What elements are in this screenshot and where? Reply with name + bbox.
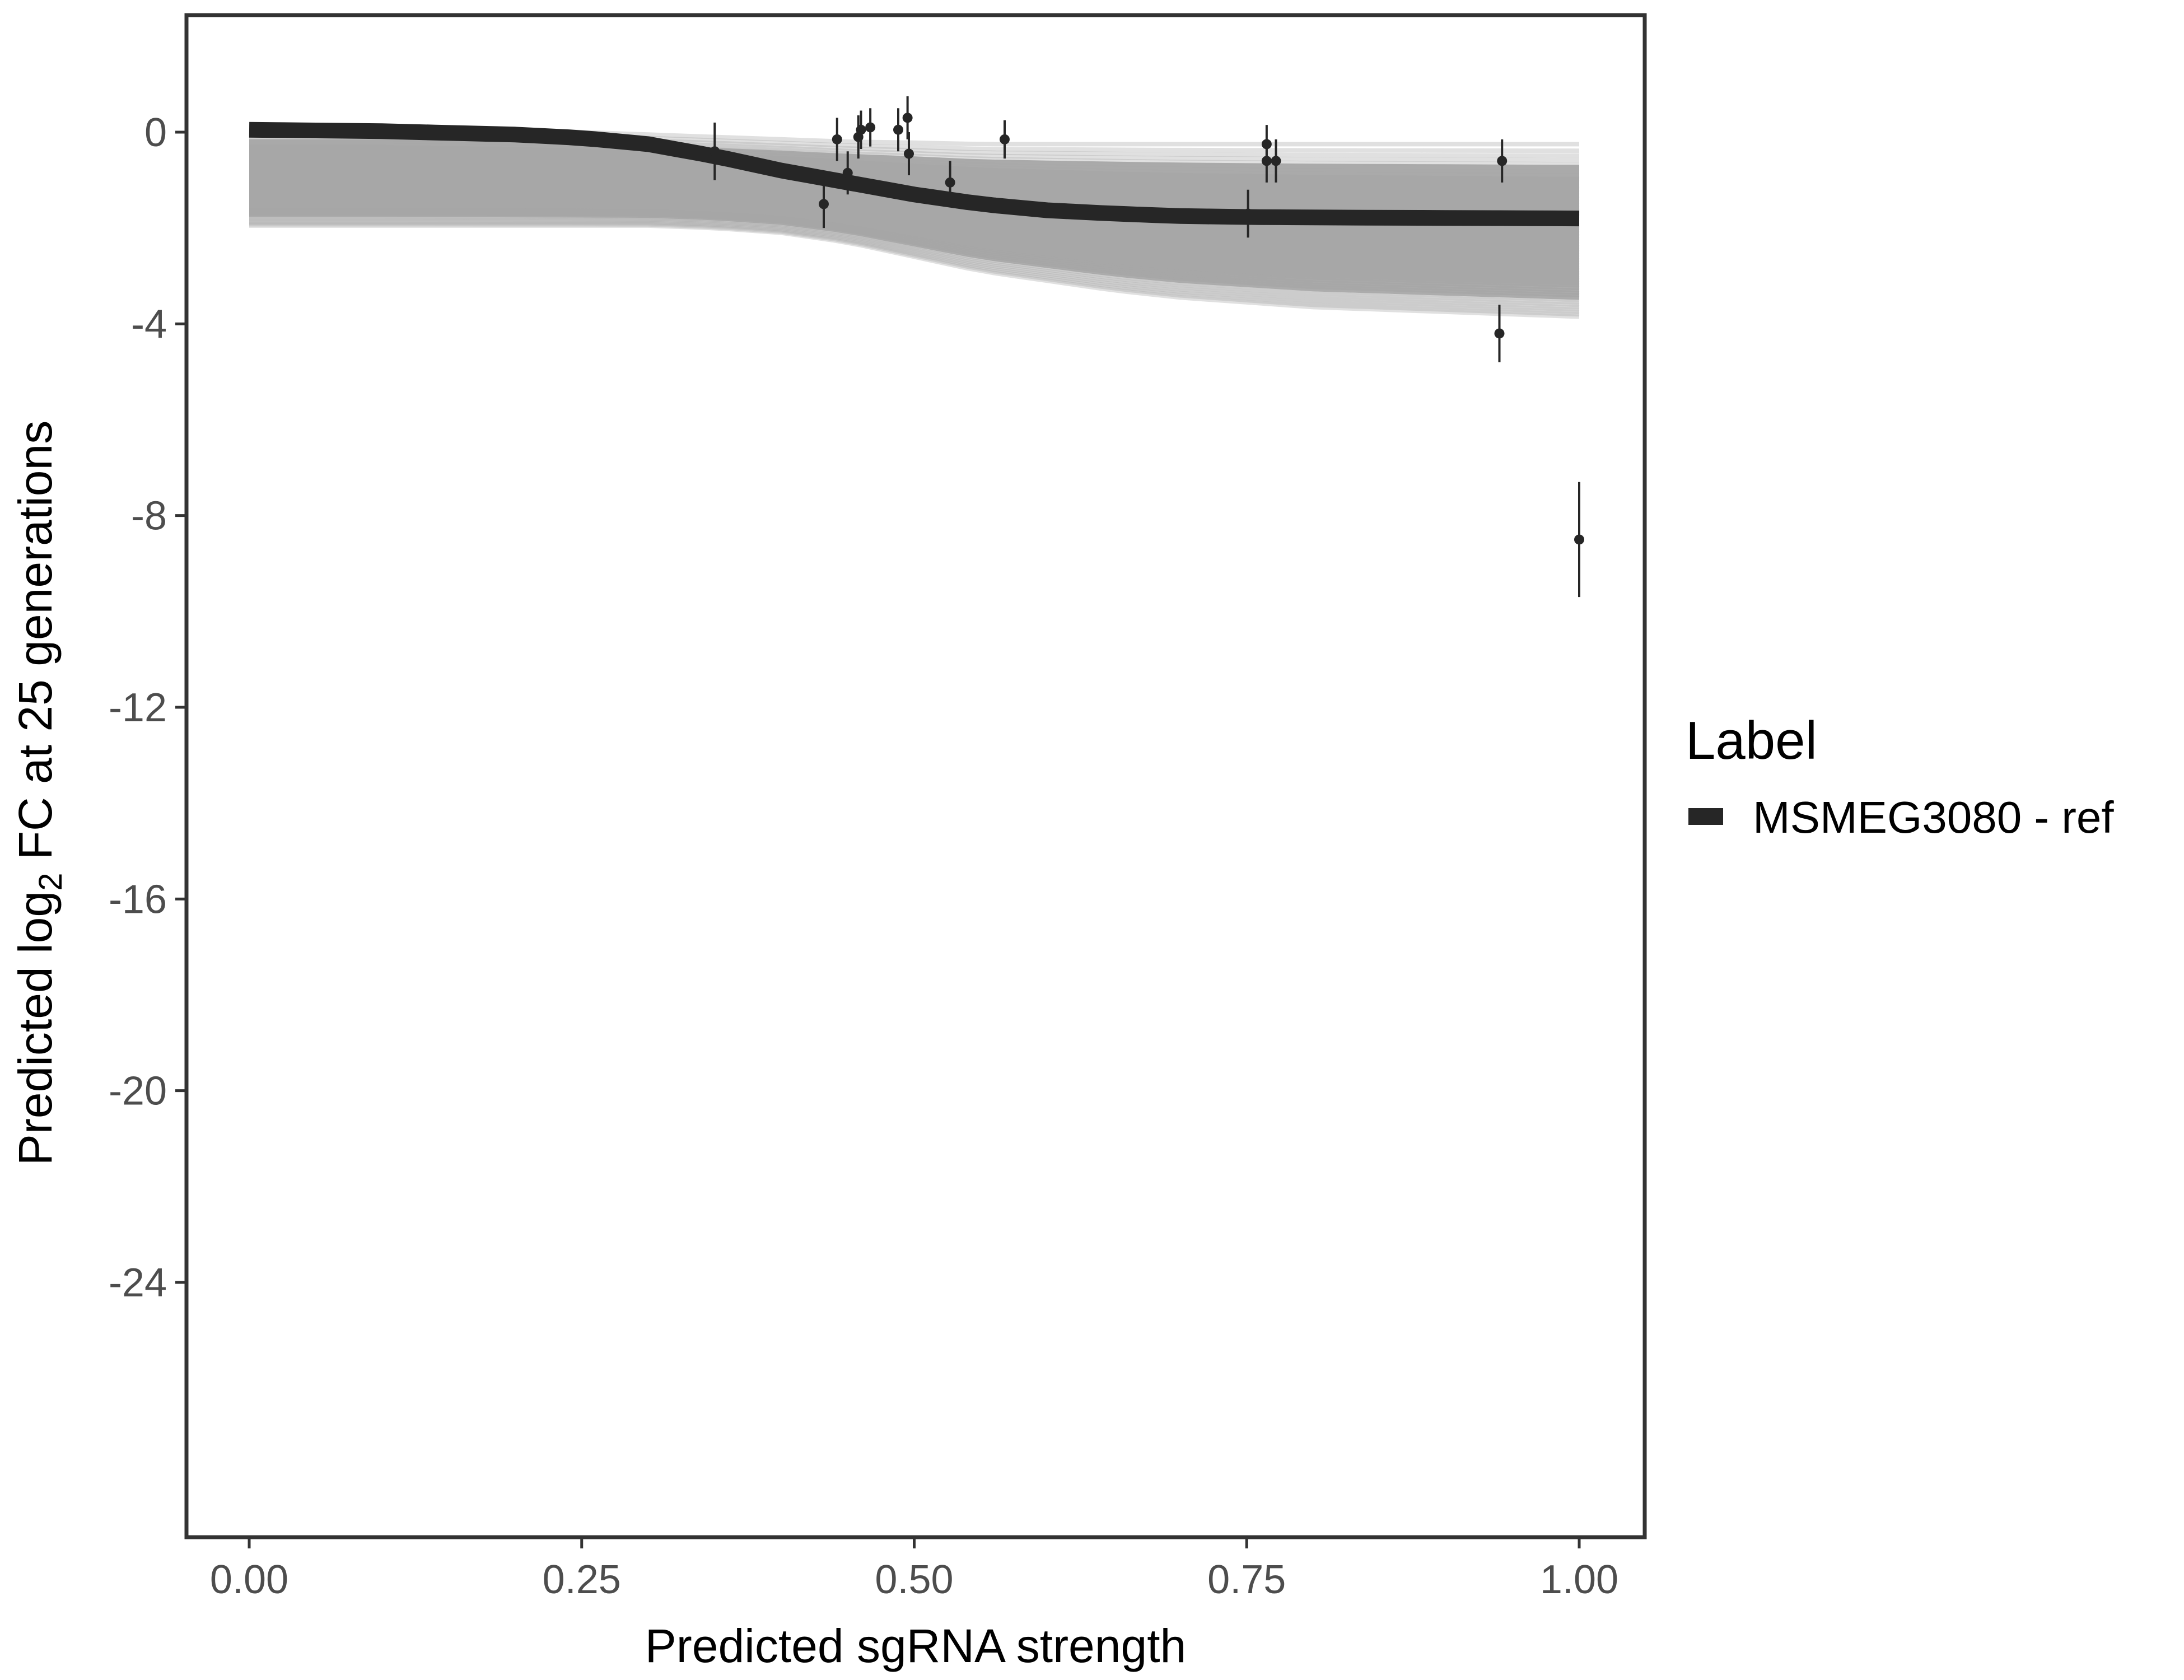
data-point xyxy=(945,161,955,204)
data-point xyxy=(1271,139,1281,183)
point-marker xyxy=(1261,156,1272,166)
posterior-draw-line xyxy=(249,221,1580,315)
data-point xyxy=(842,151,853,195)
posterior-draw-line xyxy=(249,219,1580,312)
y-tick-label: -8 xyxy=(131,494,167,539)
data-point xyxy=(1494,305,1505,362)
data-point xyxy=(832,118,842,161)
point-marker xyxy=(832,134,842,144)
data-point xyxy=(856,110,866,149)
point-marker xyxy=(856,124,866,135)
data-point xyxy=(1261,139,1272,183)
data-point xyxy=(865,108,876,147)
y-tick-label: -4 xyxy=(131,302,167,347)
data-point xyxy=(819,180,829,228)
posterior-draw-line xyxy=(249,216,1580,307)
point-marker xyxy=(1271,156,1281,166)
point-marker xyxy=(1497,156,1508,166)
x-axis-title: Predicted sgRNA strength xyxy=(645,1620,1187,1672)
point-marker xyxy=(819,199,829,209)
x-tick-label: 0.75 xyxy=(1207,1557,1286,1602)
point-marker xyxy=(865,122,876,133)
posterior-draw-line xyxy=(249,222,1580,317)
x-axis: 0.00 0.25 0.50 0.75 1.00 xyxy=(210,1537,1618,1602)
data-point xyxy=(904,132,914,176)
posterior-draw-line xyxy=(249,215,1580,305)
data-point xyxy=(902,96,913,139)
point-marker xyxy=(710,146,720,157)
point-marker xyxy=(1000,134,1010,144)
data-point xyxy=(893,108,903,152)
y-axis-title: Predicted log2 FC at 25 generations xyxy=(9,421,69,1165)
posterior-draw-line xyxy=(249,214,1580,302)
posterior-draw-line xyxy=(249,223,1580,319)
legend: Label MSMEG3080 - ref xyxy=(1686,711,2114,842)
point-marker xyxy=(945,177,955,188)
y-tick-label: 0 xyxy=(144,110,167,155)
legend-title: Label xyxy=(1686,711,1817,771)
x-tick-label: 0.25 xyxy=(543,1557,621,1602)
y-tick-label: -20 xyxy=(109,1069,167,1114)
posterior-band-core xyxy=(249,139,1579,286)
data-point xyxy=(1497,139,1508,183)
y-axis: 0 -4 -8 -12 -16 -20 -24 xyxy=(109,110,186,1305)
point-marker xyxy=(893,124,903,135)
data-point xyxy=(710,122,720,180)
y-axis-title-suffix: FC at 25 generations xyxy=(9,421,62,873)
point-marker xyxy=(1243,208,1253,219)
fit-line-layer xyxy=(249,122,1580,227)
data-point xyxy=(1000,120,1010,159)
y-axis-title-subscript: 2 xyxy=(32,873,69,891)
posterior-draw-line xyxy=(249,212,1580,300)
x-tick-label: 0.50 xyxy=(875,1557,953,1602)
point-marker xyxy=(904,148,914,159)
x-tick-label: 1.00 xyxy=(1540,1557,1618,1602)
x-tick-label: 0.00 xyxy=(210,1557,288,1602)
data-point xyxy=(1243,189,1253,238)
data-points xyxy=(710,96,1584,598)
y-tick-label: -24 xyxy=(109,1261,167,1305)
y-tick-label: -16 xyxy=(109,877,167,922)
y-tick-label: -12 xyxy=(109,685,167,730)
point-marker xyxy=(1574,534,1584,545)
legend-entry-label: MSMEG3080 - ref xyxy=(1753,792,2114,842)
data-point xyxy=(1574,482,1584,598)
fit-line-msmeg3080-ref xyxy=(249,122,1580,227)
point-marker xyxy=(1494,328,1505,339)
point-marker xyxy=(842,167,853,178)
legend-key-swatch xyxy=(1688,808,1723,825)
posterior-draw-line xyxy=(249,218,1580,310)
point-marker xyxy=(902,113,913,123)
y-axis-title-prefix: Predicted log xyxy=(9,891,62,1165)
